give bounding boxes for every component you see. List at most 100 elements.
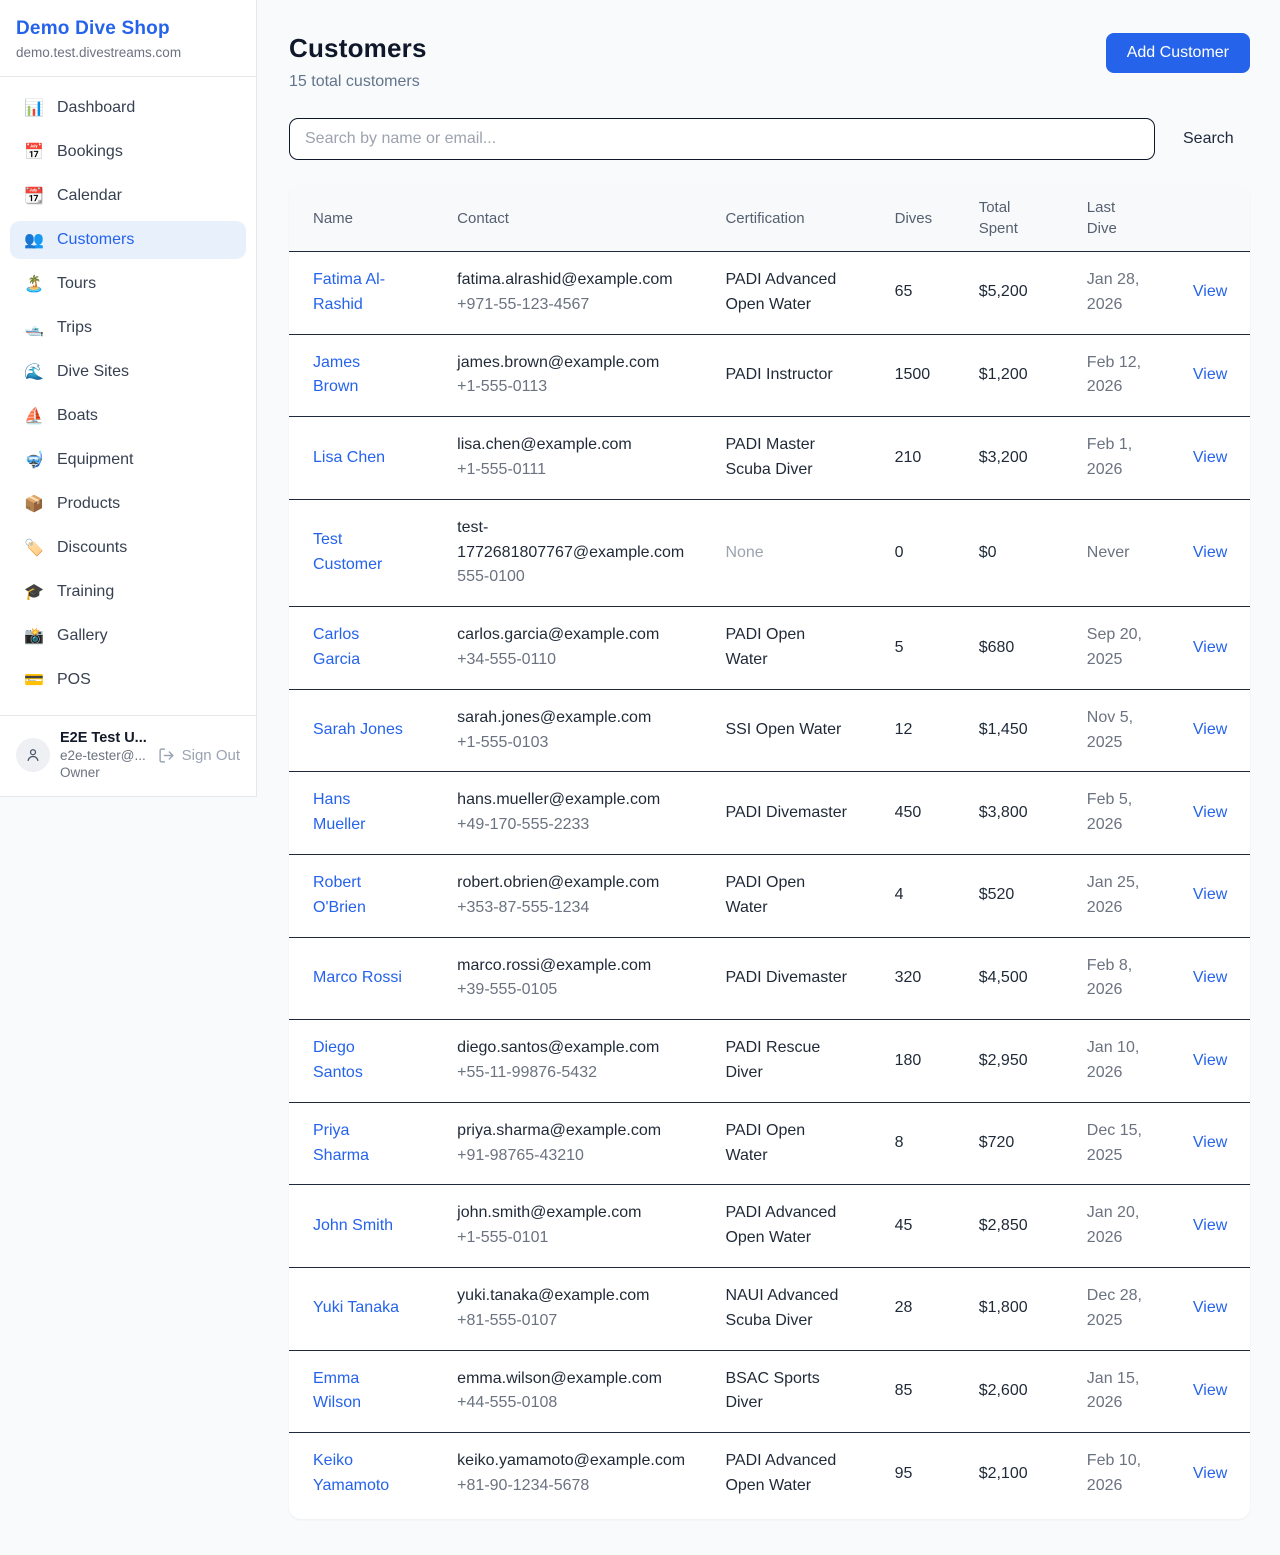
sidebar-item-label: Boats: [57, 407, 98, 424]
sidebar-item-label: Dashboard: [57, 99, 136, 116]
customer-certification-cell: PADI Rescue Diver: [725, 1019, 895, 1103]
view-customer-link[interactable]: View: [1192, 886, 1228, 904]
sidebar-item-dashboard[interactable]: 📊 Dashboard: [10, 89, 246, 127]
customer-name-cell: Carlos Garcia: [289, 606, 458, 690]
customer-name-cell: Fatima Al-Rashid: [289, 251, 458, 335]
customer-name-link[interactable]: James Brown: [313, 353, 361, 396]
sidebar-item-training[interactable]: 🎓 Training: [10, 573, 246, 611]
sign-out-button[interactable]: Sign Out: [158, 747, 240, 764]
customer-name-link[interactable]: Emma Wilson: [313, 1369, 362, 1412]
customer-name-link[interactable]: Priya Sharma: [313, 1121, 370, 1164]
customer-name-link[interactable]: Keiko Yamamoto: [313, 1452, 390, 1494]
table-row: Robert O'Brien robert.obrien@example.com +…: [289, 854, 1250, 938]
customer-phone: +1-555-0101: [457, 1229, 549, 1247]
customer-email: sarah.jones@example.com: [457, 708, 652, 726]
view-customer-link[interactable]: View: [1192, 365, 1228, 383]
customer-email: carlos.garcia@example.com: [457, 626, 660, 644]
sidebar-item-bookings[interactable]: 📅 Bookings: [10, 133, 246, 171]
add-customer-button[interactable]: Add Customer: [1105, 33, 1250, 73]
customer-contact-cell: john.smith@example.com +1-555-0101: [457, 1184, 726, 1268]
customer-name-link[interactable]: Sarah Jones: [313, 721, 403, 739]
sidebar-item-pos[interactable]: 💳 POS: [10, 661, 246, 699]
view-customer-link[interactable]: View: [1192, 543, 1228, 561]
view-customer-link[interactable]: View: [1192, 721, 1228, 739]
sidebar-item-tours[interactable]: 🏝️ Tours: [10, 265, 246, 303]
customer-actions-cell: View: [1192, 606, 1250, 690]
customer-total-spent-cell: $2,600: [978, 1350, 1087, 1434]
customer-phone: +353-87-555-1234: [457, 898, 590, 916]
customer-phone: +49-170-555-2233: [457, 816, 590, 834]
customer-total-spent-cell: $1,450: [978, 689, 1087, 773]
customer-contact-cell: sarah.jones@example.com +1-555-0103: [457, 689, 726, 773]
customer-name-link[interactable]: Fatima Al-Rashid: [313, 271, 386, 313]
customer-email: robert.obrien@example.com: [457, 873, 660, 891]
view-customer-link[interactable]: View: [1192, 638, 1228, 656]
customer-name-link[interactable]: John Smith: [313, 1216, 394, 1234]
customer-total-spent-cell: $5,200: [978, 251, 1087, 335]
customer-email: marco.rossi@example.com: [457, 956, 652, 974]
sidebar-item-products[interactable]: 📦 Products: [10, 485, 246, 523]
customer-total-spent-cell: $720: [978, 1102, 1087, 1186]
customer-name-link[interactable]: Test Customer: [313, 531, 383, 573]
customer-dives-cell: 320: [894, 937, 979, 1021]
view-customer-link[interactable]: View: [1192, 1134, 1228, 1152]
customer-name-link[interactable]: Yuki Tanaka: [313, 1299, 399, 1317]
avatar: [16, 738, 50, 772]
search-button[interactable]: Search: [1183, 130, 1234, 147]
sidebar-item-label: Bookings: [57, 143, 123, 160]
customer-certification-cell: PADI Open Water: [725, 606, 895, 690]
customer-dives-cell: 65: [894, 251, 979, 335]
calendar-icon: 📆: [24, 188, 44, 205]
view-customer-link[interactable]: View: [1192, 803, 1228, 821]
customer-last-dive-cell: Feb 10, 2026: [1086, 1452, 1142, 1494]
customer-phone: +44-555-0108: [457, 1394, 558, 1412]
sidebar-item-boats[interactable]: ⛵ Boats: [10, 397, 246, 435]
customer-name-cell: Robert O'Brien: [289, 854, 458, 938]
sidebar-item-discounts[interactable]: 🏷️ Discounts: [10, 529, 246, 567]
customer-total-spent-cell: $680: [978, 606, 1087, 690]
view-customer-link[interactable]: View: [1192, 1464, 1228, 1482]
sidebar-item-trips[interactable]: 🛥️ Trips: [10, 309, 246, 347]
customer-contact-cell: priya.sharma@example.com +91-98765-43210: [457, 1102, 726, 1186]
customer-name-link[interactable]: Carlos Garcia: [313, 626, 361, 668]
sidebar-item-dive-sites[interactable]: 🌊 Dive Sites: [10, 353, 246, 391]
column-header-label: Dives: [894, 209, 933, 227]
customer-name-link[interactable]: Diego Santos: [313, 1039, 363, 1081]
customer-name-link[interactable]: Lisa Chen: [313, 448, 386, 466]
table-row: Emma Wilson emma.wilson@example.com +44-55…: [289, 1350, 1250, 1434]
customer-actions-cell: View: [1192, 937, 1250, 1021]
table-row: Fatima Al-Rashid fatima.alrashid@example.…: [289, 251, 1250, 335]
sidebar-item-gallery[interactable]: 📸 Gallery: [10, 617, 246, 655]
customer-name-link[interactable]: Marco Rossi: [313, 968, 402, 986]
view-customer-link[interactable]: View: [1192, 1051, 1228, 1069]
customer-email: fatima.alrashid@example.com: [457, 271, 673, 288]
view-customer-link[interactable]: View: [1192, 283, 1228, 301]
search-input[interactable]: [289, 118, 1155, 160]
person-icon: [27, 749, 39, 762]
view-customer-link[interactable]: View: [1192, 448, 1228, 466]
view-customer-link[interactable]: View: [1192, 1299, 1228, 1317]
sidebar-item-equipment[interactable]: 🤿 Equipment: [10, 441, 246, 479]
customer-certification-cell: NAUI Advanced Scuba Diver: [725, 1267, 895, 1351]
customer-total-spent-cell: $520: [978, 854, 1087, 938]
customer-certification-cell: PADI Open Water: [725, 854, 895, 938]
table-header: Name Contact Certification Dives Total Spent…: [289, 185, 1250, 252]
view-customer-link[interactable]: View: [1192, 1216, 1228, 1234]
customer-contact-cell: lisa.chen@example.com +1-555-0111: [457, 416, 726, 500]
sidebar-item-customers[interactable]: 👥 Customers: [10, 221, 246, 259]
sidebar: Demo Dive Shop demo.test.divestreams.com…: [0, 0, 257, 797]
customer-certification: PADI Advanced Open Water: [725, 1204, 837, 1247]
training-icon: 🎓: [24, 584, 44, 601]
customer-name-link[interactable]: Hans Mueller: [313, 791, 366, 834]
customer-actions-cell: View: [1192, 1102, 1250, 1186]
customers-table-card: Name Contact Certification Dives Total Spent…: [289, 185, 1250, 1519]
sidebar-item-calendar[interactable]: 📆 Calendar: [10, 177, 246, 215]
view-customer-link[interactable]: View: [1192, 1381, 1228, 1399]
column-header-label: Name: [313, 209, 354, 227]
customer-name-link[interactable]: Robert O'Brien: [313, 873, 366, 916]
boats-icon: ⛵: [24, 408, 44, 425]
view-customer-link[interactable]: View: [1192, 968, 1228, 986]
customer-certification: PADI Instructor: [725, 365, 833, 383]
customer-name-cell: Sarah Jones: [289, 689, 458, 773]
customer-contact-cell: diego.santos@example.com +55-11-99876-543…: [457, 1019, 726, 1103]
